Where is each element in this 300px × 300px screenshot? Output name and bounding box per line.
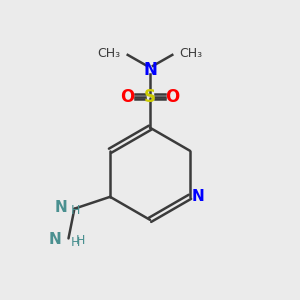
Text: H: H: [71, 204, 80, 217]
Text: N: N: [192, 189, 205, 204]
Text: N: N: [48, 232, 61, 247]
Text: S: S: [144, 88, 156, 106]
Text: N: N: [143, 61, 157, 79]
Text: H: H: [70, 236, 80, 249]
Text: H: H: [76, 234, 85, 247]
Text: CH₃: CH₃: [180, 47, 203, 60]
Text: CH₃: CH₃: [97, 47, 120, 60]
Text: O: O: [121, 88, 135, 106]
Text: O: O: [165, 88, 179, 106]
Text: N: N: [54, 200, 67, 215]
